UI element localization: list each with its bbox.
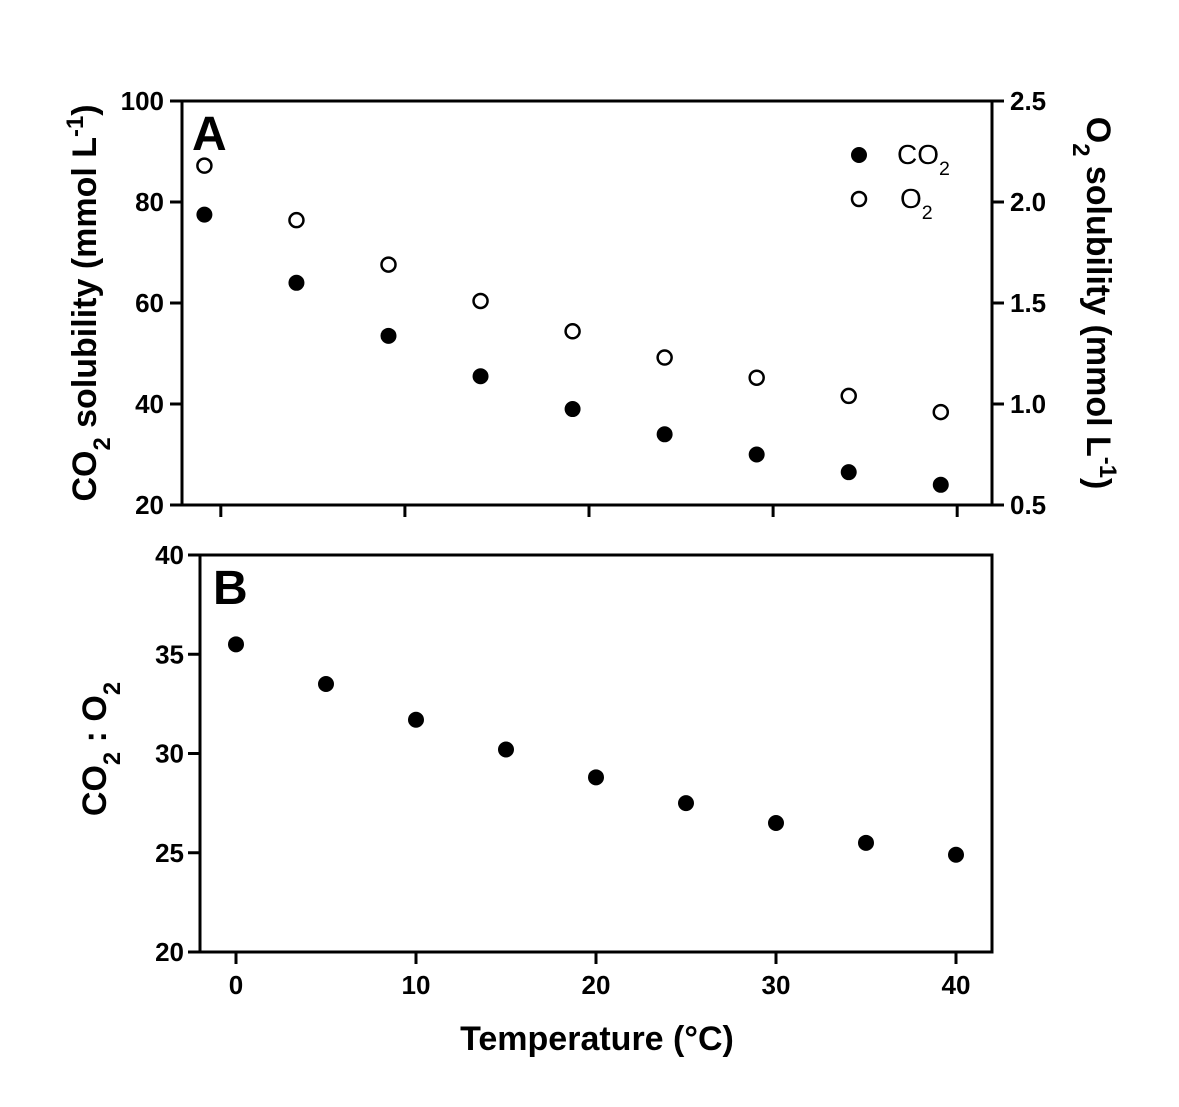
- panel-b-y-axis-title: CO2 : O2: [76, 682, 126, 816]
- y-tick-label: 40: [155, 540, 184, 570]
- co2-point: [196, 206, 213, 223]
- y-tick-label: 25: [155, 838, 184, 868]
- co2-point: [564, 401, 581, 418]
- panel-a-right-axis-title: O2 solubility (mmol L-1): [1068, 117, 1122, 490]
- ratio-point: [768, 814, 784, 831]
- panel-a-letter: A: [192, 108, 227, 161]
- panel-b-y-axis: 20 25 30 35 40: [155, 540, 200, 967]
- legend-label: O2: [900, 183, 933, 224]
- legend-label: CO2: [897, 139, 950, 180]
- o2-point: [288, 211, 305, 229]
- y-right-tick-label: 0.5: [1010, 490, 1046, 520]
- o2-point: [840, 387, 857, 405]
- o2-point: [472, 292, 489, 310]
- x-tick-label: 30: [762, 970, 791, 1000]
- x-axis-title: Temperature (°C): [460, 1020, 734, 1058]
- y-right-tick-label: 1.0: [1010, 389, 1046, 419]
- panel-a-x-axis: [219, 505, 959, 517]
- panel-b-x-axis: 0 10 20 30 40: [229, 952, 971, 1000]
- y-tick-label: 20: [155, 937, 184, 967]
- panel-a-left-axis: 20 40 60 80 100: [121, 86, 182, 520]
- ratio-point: [408, 711, 424, 728]
- panel-b-points: [228, 636, 964, 863]
- panel-a-left-axis-title: CO2 solubility (mmol L-1): [62, 104, 116, 501]
- legend-marker: [851, 147, 867, 163]
- panel-b: B 20 25 30 35 40 0 10 20 30 40 CO2 : O2 Temperat…: [76, 540, 994, 1058]
- legend-marker: [850, 190, 868, 208]
- panel-a-right-axis: 0.5 1.0 1.5 2.0 2.5: [992, 86, 1046, 520]
- o2-point: [748, 369, 765, 386]
- y-right-tick-label: 2.5: [1010, 86, 1046, 116]
- x-tick-label: 20: [582, 970, 611, 1000]
- y-left-tick-label: 20: [135, 490, 164, 520]
- co2-point: [748, 446, 765, 463]
- ratio-point: [588, 769, 604, 786]
- o2-point: [196, 157, 213, 174]
- x-tick-label: 0: [229, 970, 243, 1000]
- x-tick-label: 10: [402, 970, 431, 1000]
- y-left-tick-label: 60: [135, 288, 164, 318]
- ratio-point: [318, 676, 334, 693]
- o2-point: [564, 323, 581, 340]
- panel-b-frame: [198, 553, 994, 954]
- co2-point: [380, 327, 397, 344]
- ratio-point: [228, 636, 244, 653]
- ratio-point: [858, 834, 874, 851]
- panel-b-letter: B: [213, 562, 248, 615]
- panel-a-frame: [180, 99, 994, 507]
- y-right-tick-label: 1.5: [1010, 288, 1046, 318]
- y-right-tick-label: 2.0: [1010, 187, 1046, 217]
- panel-a-points: [196, 157, 950, 493]
- y-left-tick-label: 80: [135, 187, 164, 217]
- co2-point: [932, 476, 949, 493]
- y-left-tick-label: 100: [121, 86, 164, 116]
- x-tick-label: 40: [942, 970, 971, 1000]
- y-tick-label: 35: [155, 639, 184, 669]
- o2-point: [656, 349, 673, 366]
- co2-point: [288, 274, 305, 291]
- co2-point: [656, 426, 673, 443]
- co2-point: [840, 464, 857, 481]
- o2-point: [932, 403, 950, 421]
- o2-point: [380, 256, 397, 273]
- y-left-tick-label: 40: [135, 389, 164, 419]
- ratio-point: [948, 846, 964, 863]
- ratio-point: [678, 795, 694, 812]
- y-tick-label: 30: [155, 739, 184, 769]
- co2-point: [472, 368, 489, 385]
- ratio-point: [498, 741, 514, 758]
